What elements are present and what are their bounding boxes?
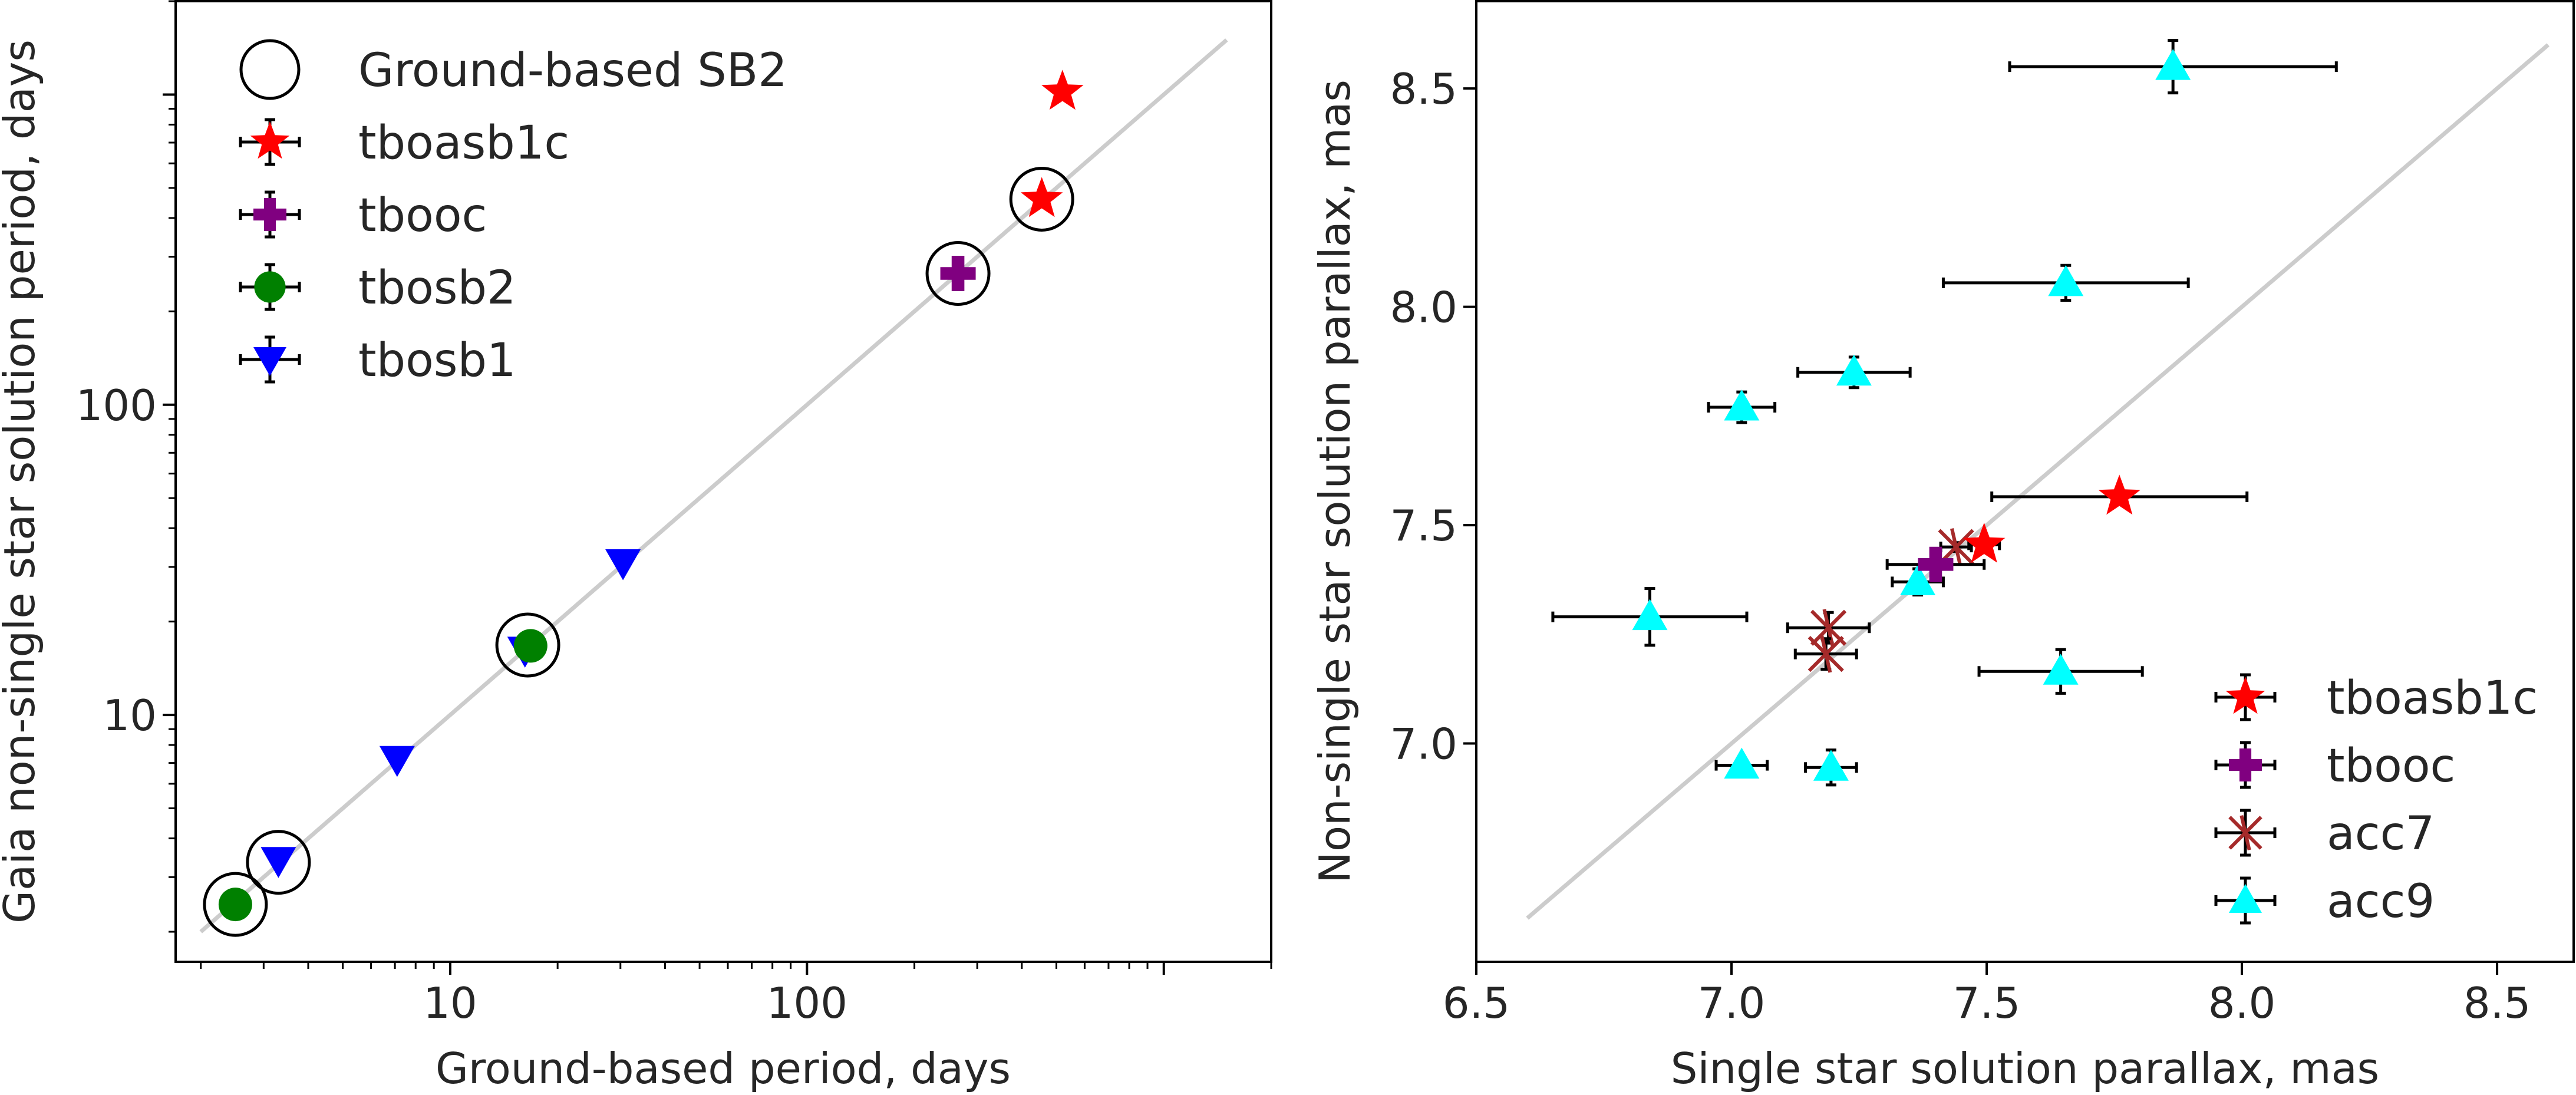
legend-right: tboasb1c tbooc acc7 acc9 [2214,672,2538,928]
series-acc7 [1786,528,1974,673]
marker-stroke [1822,609,1835,647]
x-axis-label-left: Ground-based period, days [436,1044,1011,1093]
x-tick-label-right: 7.0 [1698,978,1766,1028]
y-axis-label-left: Gaia non-single star solution period, da… [0,39,44,924]
legend-label: acc9 [2327,875,2435,928]
right-data-layer: 6.5 7.0 7.5 8.0 8.5 7.0 7.5 8.0 8.5 tboasb1c tbooc… [1390,39,2549,1028]
y-tick-label-right: 8.5 [1390,64,1457,114]
data-point [513,629,547,663]
legend-label: acc7 [2327,807,2435,860]
data-point [203,872,268,937]
data-point [2155,49,2191,80]
legend-item-tbooc: tbooc [2214,740,2455,793]
data-point [1918,546,1954,582]
data-point [940,256,976,292]
x-tick-label-right: 7.5 [1953,978,2021,1028]
legend-marker [253,198,286,231]
x-tick-label-left: 100 [767,978,847,1028]
data-point [1724,390,1760,421]
chart-right-parallax-comparison: Single star solution parallax, mas Non-s… [1310,0,2575,1093]
plot-area-right [1475,0,2575,963]
legend-label: tbooc [358,189,487,242]
series-acc9 [1551,39,2338,787]
legend-marker [2228,815,2262,850]
y-tick-label-left: 10 [103,691,157,740]
legend-marker [254,271,286,303]
legend-item-ground-based-sb2: Ground-based SB2 [239,39,787,100]
data-point [1900,564,1936,595]
legend-item-tbosb2: tbosb2 [239,262,516,315]
legend-item-tboasb1c: tboasb1c [2214,672,2538,725]
legend-marker [239,39,301,100]
marker-stroke [1820,635,1832,673]
data-point [1724,747,1760,779]
data-point [1836,354,1872,386]
one-to-one-line-right [1526,43,2549,920]
legend-item-tbosb1: tbosb1 [239,334,516,387]
legend-item-tboasb1c: tboasb1c [239,117,569,170]
one-to-one-line-left [199,38,1228,934]
data-point [1632,599,1668,631]
legend-left: Ground-based SB2 tboasb1c tbooc tbosb2 tbosb… [239,39,787,387]
legend-label: Ground-based SB2 [358,44,787,97]
legend-label: tboasb1c [2327,672,2538,725]
data-point [495,612,560,678]
chart-left-period-comparison: Ground-based period, days Gaia non-singl… [0,0,1272,1093]
data-point [2043,654,2079,685]
y-tick-label-right: 8.0 [1390,283,1457,332]
x-axis-label-right: Single star solution parallax, mas [1671,1044,2379,1093]
legend-marker [2229,884,2262,913]
data-point [605,549,641,581]
legend-item-acc7: acc7 [2214,807,2435,860]
x-tick-label-right: 6.5 [1443,978,1510,1028]
legend-item-acc9: acc9 [2214,875,2435,928]
series-ground-based-sb2 [203,166,1074,937]
marker-stroke [1950,528,1962,566]
legend-label: tbosb1 [358,334,516,387]
legend-label: tbooc [2327,740,2455,793]
data-point [218,888,252,922]
data-point [1021,177,1063,217]
legend-marker [2229,748,2262,781]
left-data-layer: 10 100 10 100 Ground-based SB2 tboasb1c tbooc t… [76,0,1272,1028]
series-tbooc [1885,546,1986,582]
data-point [1808,635,1844,673]
data-point [2098,474,2140,515]
y-tick-label-right: 7.0 [1390,720,1457,769]
data-point [246,830,311,895]
data-point [925,241,991,306]
legend-label: tboasb1c [358,117,569,170]
data-point [260,847,296,878]
x-tick-label-right: 8.5 [2463,978,2531,1028]
series-tboasb1c [1021,70,1084,217]
data-point [1813,750,1849,781]
series-tboasb1c [1963,474,2249,563]
data-point [1009,166,1074,232]
legend-marker [250,121,290,159]
legend-marker [2225,677,2265,714]
legend-label: tbosb2 [358,262,516,315]
x-tick-label-left: 10 [423,978,477,1028]
legend-marker [253,347,286,376]
legend-item-tbooc: tbooc [239,189,487,242]
x-tick-label-right: 8.0 [2208,978,2276,1028]
y-tick-label-left: 100 [76,381,157,430]
series-tbosb2 [218,629,547,922]
data-point [379,746,415,777]
marker-stroke [2239,815,2251,850]
data-point [1963,522,2006,563]
data-point [1041,70,1084,110]
y-axis-label-right: Non-single star solution parallax, mas [1310,80,1360,883]
y-tick-label-right: 7.5 [1390,501,1457,550]
data-point [2048,265,2084,296]
series-tbooc [940,256,976,292]
